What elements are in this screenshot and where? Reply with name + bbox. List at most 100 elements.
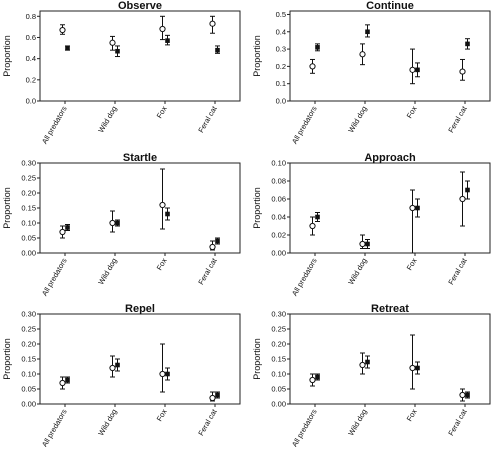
x-category-label: Wild dog xyxy=(96,408,118,438)
panel-continue: Continue Proportion 0.0 0.1 0.2 0.3 0.4 0.5 All … xyxy=(252,0,491,145)
y-tick-label: 0.0 xyxy=(276,97,286,106)
plot-frame xyxy=(39,162,241,254)
x-category-label: Wild dog xyxy=(346,105,368,135)
plot-frame xyxy=(289,10,491,102)
y-tick-label: 0.3 xyxy=(276,45,286,54)
y-tick-label: 0.15 xyxy=(271,355,286,364)
y-axis-label: Proportion xyxy=(252,338,262,380)
data-point-filled-square xyxy=(465,392,470,398)
panel-title: Startle xyxy=(123,152,157,164)
x-category-label: Feral cat xyxy=(446,256,469,287)
data-point-filled-square xyxy=(65,377,70,383)
data-point-filled-square xyxy=(115,48,120,54)
data-point-open-circle xyxy=(359,51,366,58)
y-tick-label: 0.00 xyxy=(271,400,286,409)
data-point-open-circle xyxy=(309,63,316,70)
data-point-open-circle xyxy=(109,364,116,372)
y-tick-label: 0.10 xyxy=(21,370,36,379)
y-tick-label: 0.25 xyxy=(271,325,286,334)
data-point-open-circle xyxy=(109,219,116,227)
data-point-filled-square xyxy=(315,45,320,50)
data-point-open-circle xyxy=(59,379,66,387)
data-point-filled-square xyxy=(115,220,120,226)
y-tick-label: 0.15 xyxy=(21,355,36,364)
data-point-open-circle xyxy=(209,20,216,27)
y-tick-label: 0.5 xyxy=(276,10,286,19)
data-point-open-circle xyxy=(359,361,366,369)
y-tick-label: 0.4 xyxy=(276,27,286,36)
data-point-filled-square xyxy=(215,47,220,53)
x-category-label: All predators xyxy=(290,407,319,447)
x-category-label: Fox xyxy=(405,104,419,120)
data-point-filled-square xyxy=(115,362,120,368)
panel-approach: Approach Proportion 0.00 0.02 0.04 0.06 0.08 0.… xyxy=(252,152,491,297)
y-tick-label: 0.4 xyxy=(26,54,36,63)
x-category-label: Fox xyxy=(405,256,419,272)
y-tick-label: 0.05 xyxy=(21,385,36,394)
y-axis-label: Proportion xyxy=(252,35,262,77)
data-point-filled-square xyxy=(65,45,70,51)
plot-frame xyxy=(289,313,491,405)
y-tick-label: 0.2 xyxy=(276,62,286,71)
y-tick-label: 0.05 xyxy=(271,385,286,394)
data-point-open-circle xyxy=(409,364,416,372)
panel-title: Observe xyxy=(118,0,162,12)
x-category-label: All predators xyxy=(290,256,319,297)
y-tick-label: 0.05 xyxy=(21,234,36,243)
y-tick-label: 0.00 xyxy=(21,400,36,409)
data-point-open-circle xyxy=(59,26,66,34)
data-point-open-circle xyxy=(459,391,466,399)
data-point-filled-square xyxy=(165,211,170,217)
panel-title: Approach xyxy=(364,152,416,164)
x-category-label: Feral cat xyxy=(196,104,219,135)
data-point-open-circle xyxy=(209,394,216,402)
data-point-filled-square xyxy=(365,241,370,247)
data-point-open-circle xyxy=(309,376,316,384)
plot-frame xyxy=(39,10,241,102)
y-tick-label: 0.00 xyxy=(21,249,36,258)
y-tick-label: 0.30 xyxy=(21,310,36,319)
y-tick-label: 0.15 xyxy=(21,204,36,213)
data-point-open-circle xyxy=(109,39,116,46)
data-point-filled-square xyxy=(165,371,170,377)
panel-observe: Observe Proportion 0.0 0.2 0.4 0.6 0.8 All pred… xyxy=(2,0,241,145)
x-category-label: Fox xyxy=(405,407,419,423)
x-category-label: All predators xyxy=(40,104,69,145)
data-point-open-circle xyxy=(209,243,216,251)
y-tick-label: 0.08 xyxy=(271,177,286,186)
y-tick-label: 0.10 xyxy=(21,219,36,228)
data-point-filled-square xyxy=(315,214,320,220)
panel-title: Repel xyxy=(125,303,155,315)
data-point-filled-square xyxy=(415,205,420,211)
x-category-label: Wild dog xyxy=(346,257,368,287)
x-category-label: Fox xyxy=(155,407,169,423)
panel-startle: Startle Proportion 0.00 0.05 0.10 0.15 0.20 0.2… xyxy=(2,152,241,297)
data-point-filled-square xyxy=(315,374,320,380)
y-tick-label: 0.04 xyxy=(271,213,286,222)
data-point-filled-square xyxy=(415,365,420,371)
y-axis-label: Proportion xyxy=(2,338,12,380)
y-tick-label: 0.06 xyxy=(271,195,286,204)
x-category-label: Wild dog xyxy=(346,408,368,438)
panel-retreat: Retreat Proportion 0.00 0.05 0.10 0.15 0.20 0.2… xyxy=(252,303,491,448)
x-category-label: Feral cat xyxy=(196,407,219,438)
y-tick-label: 0.6 xyxy=(26,33,36,42)
y-tick-label: 0.20 xyxy=(21,340,36,349)
data-point-filled-square xyxy=(65,225,70,230)
y-tick-label: 0.25 xyxy=(21,174,36,183)
y-tick-label: 0.2 xyxy=(26,75,36,84)
data-point-open-circle xyxy=(459,195,466,203)
data-point-open-circle xyxy=(409,66,416,73)
y-tick-label: 0.1 xyxy=(276,79,286,88)
panel-repel: Repel Proportion 0.00 0.05 0.10 0.15 0.20 0.25 0… xyxy=(2,303,241,448)
y-tick-label: 0.8 xyxy=(26,12,36,21)
data-point-open-circle xyxy=(159,25,166,33)
y-tick-label: 0.02 xyxy=(271,231,286,240)
x-category-label: Feral cat xyxy=(196,256,219,287)
data-point-open-circle xyxy=(309,222,316,230)
y-tick-label: 0.10 xyxy=(271,370,286,379)
x-category-label: Wild dog xyxy=(96,105,118,135)
y-tick-label: 0.00 xyxy=(271,249,286,258)
y-tick-label: 0.20 xyxy=(21,189,36,198)
